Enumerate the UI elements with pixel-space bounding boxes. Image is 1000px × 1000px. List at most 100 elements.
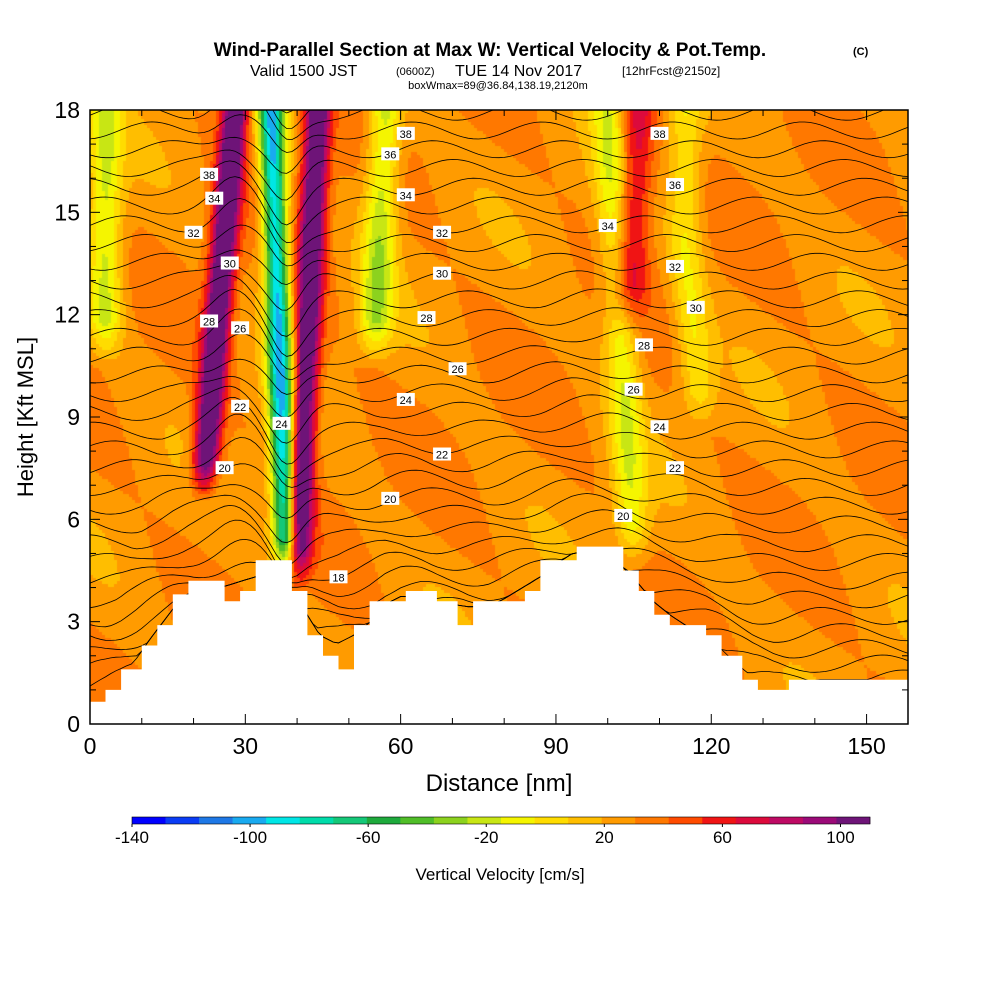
colorbar-tick-label: -100	[233, 828, 267, 847]
potential-temperature-contours	[90, 0, 908, 687]
theta-label-text: 20	[617, 511, 629, 523]
theta-label: 30	[686, 300, 705, 315]
colorbar-tick-label: -60	[356, 828, 381, 847]
box-wmax-line: boxWmax=89@36.84,138.19,2120m	[408, 80, 588, 92]
theta-contour-line	[90, 249, 908, 286]
theta-label-bg	[396, 188, 415, 202]
theta-contour-line	[90, 437, 908, 488]
y-axis-title: Height [Kft MSL]	[13, 337, 38, 497]
theta-label-bg	[329, 570, 348, 584]
theta-contour-line	[90, 550, 908, 609]
theta-label-bg	[184, 225, 203, 239]
y-tick-label: 3	[67, 609, 80, 635]
theta-contour-line	[90, 493, 908, 544]
theta-label: 24	[272, 416, 291, 431]
colorbar-segment	[702, 817, 737, 824]
y-tick-label: 0	[67, 711, 80, 737]
theta-label: 32	[666, 259, 685, 274]
theta-label-text: 20	[218, 463, 230, 475]
theta-label-text: 34	[400, 190, 412, 202]
theta-label-text: 30	[436, 269, 448, 281]
y-tick-label: 15	[54, 199, 80, 225]
colorbar-segment	[266, 817, 301, 824]
theta-label-text: 30	[690, 303, 702, 315]
theta-label-text: 30	[224, 259, 236, 271]
colorbar-segment	[769, 817, 804, 824]
x-tick-label: 30	[233, 733, 259, 759]
theta-label-bg	[666, 461, 685, 475]
y-tick-label: 12	[54, 302, 80, 328]
theta-contour-line	[90, 385, 908, 444]
colorbar-segment	[568, 817, 602, 824]
theta-label-text: 28	[638, 340, 650, 352]
theta-contour-line	[90, 333, 908, 381]
y-tick-label: 9	[67, 404, 80, 430]
theta-label-text: 22	[436, 450, 448, 462]
plot-area: 38 34 32 30 28 26 22 20 24 18 38 36 34 32 30 28 26 24 22 20…	[90, 0, 908, 724]
theta-label-text: 36	[669, 180, 681, 192]
theta-contour-line	[90, 198, 908, 256]
theta-label-text: 38	[203, 170, 215, 182]
terrain-mask	[90, 546, 908, 724]
theta-label-bg	[433, 447, 452, 461]
theta-label-text: 38	[653, 129, 665, 141]
x-axis-title: Distance [nm]	[426, 770, 573, 797]
colorbar-segment	[635, 817, 670, 824]
theta-label-text: 26	[451, 364, 463, 376]
theta-label-bg	[598, 218, 617, 232]
theta-label: 22	[231, 399, 250, 414]
x-tick-label: 90	[543, 733, 569, 759]
colorbar-tick-label: -140	[115, 828, 149, 847]
theta-contour-line	[90, 478, 908, 519]
theta-label-text: 18	[332, 572, 344, 584]
colorbar-segment	[400, 817, 435, 824]
theta-label-text: 38	[400, 129, 412, 141]
theta-label: 20	[381, 491, 400, 506]
theta-label: 24	[396, 392, 415, 407]
title-mark: (C)	[853, 46, 869, 58]
theta-label: 32	[184, 225, 203, 240]
theta-contour-labels: 38 34 32 30 28 26 22 20 24 18 38 36 34 32 30 28 26 24 22 20…	[184, 126, 705, 584]
y-tick-label: 18	[54, 97, 80, 123]
theta-contour-line	[90, 114, 908, 153]
theta-contour-line	[90, 504, 908, 565]
theta-contour-line	[90, 160, 908, 226]
theta-label-text: 34	[208, 194, 220, 206]
colorbar-segment	[299, 817, 334, 824]
theta-contour-line	[90, 358, 908, 395]
theta-label-bg	[200, 314, 219, 328]
colorbar-segment	[232, 817, 267, 824]
theta-label-text: 32	[669, 262, 681, 274]
theta-label: 28	[417, 311, 436, 325]
theta-label: 22	[433, 447, 452, 462]
theta-label: 28	[200, 314, 219, 328]
theta-label-text: 22	[669, 463, 681, 475]
theta-contour-line	[90, 4, 908, 40]
theta-label: 34	[396, 188, 415, 202]
colorbar-segment	[668, 817, 703, 824]
theta-label: 26	[231, 321, 250, 335]
theta-label-text: 34	[602, 221, 614, 233]
colorbar-segment	[501, 817, 535, 824]
colorbar-label: Vertical Velocity [cm/s]	[415, 865, 584, 884]
theta-label-bg	[433, 266, 452, 280]
x-axis: 0 30 60 90 120 150	[84, 110, 886, 759]
theta-label-bg	[200, 167, 219, 181]
theta-label-text: 24	[653, 422, 665, 434]
theta-contour-line	[90, 0, 908, 14]
theta-contour-line	[90, 274, 908, 337]
colorbar-segment	[534, 817, 569, 824]
theta-label-bg	[650, 126, 669, 140]
theta-label-bg	[396, 392, 415, 406]
theta-label-bg	[624, 382, 643, 396]
colorbar-segment	[333, 817, 368, 824]
theta-label-bg	[231, 321, 250, 335]
subtitle-date: TUE 14 Nov 2017	[455, 63, 582, 80]
theta-contour-line	[90, 397, 908, 465]
y-axis: 0 36 9 12 15 18	[54, 97, 908, 737]
theta-label-bg	[666, 259, 685, 273]
theta-contour-line	[90, 519, 908, 578]
theta-contour-line	[90, 308, 908, 370]
theta-contour-line	[90, 289, 908, 357]
